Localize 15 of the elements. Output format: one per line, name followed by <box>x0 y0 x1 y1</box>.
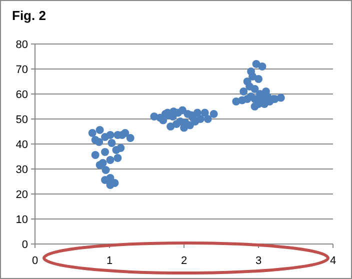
x-tick-label: 3 <box>255 255 262 267</box>
x-tick-label: 4 <box>330 255 336 267</box>
x-tick-label: 2 <box>180 255 188 267</box>
y-tick-label: 10 <box>16 214 28 226</box>
y-tick-label: 50 <box>16 114 28 126</box>
y-tick-label: 40 <box>16 138 28 151</box>
y-tick-label: 20 <box>16 188 28 201</box>
y-tick-label: 80 <box>16 38 28 51</box>
y-tick-label: 0 <box>22 238 28 251</box>
y-tick-label: 60 <box>16 88 28 101</box>
x-tick-label: 1 <box>106 255 113 267</box>
chart-title: Fig. 2 <box>12 8 46 23</box>
y-tick-label: 30 <box>16 164 28 176</box>
y-tick-label: 70 <box>16 64 28 76</box>
x-tick-label: 0 <box>32 255 38 267</box>
